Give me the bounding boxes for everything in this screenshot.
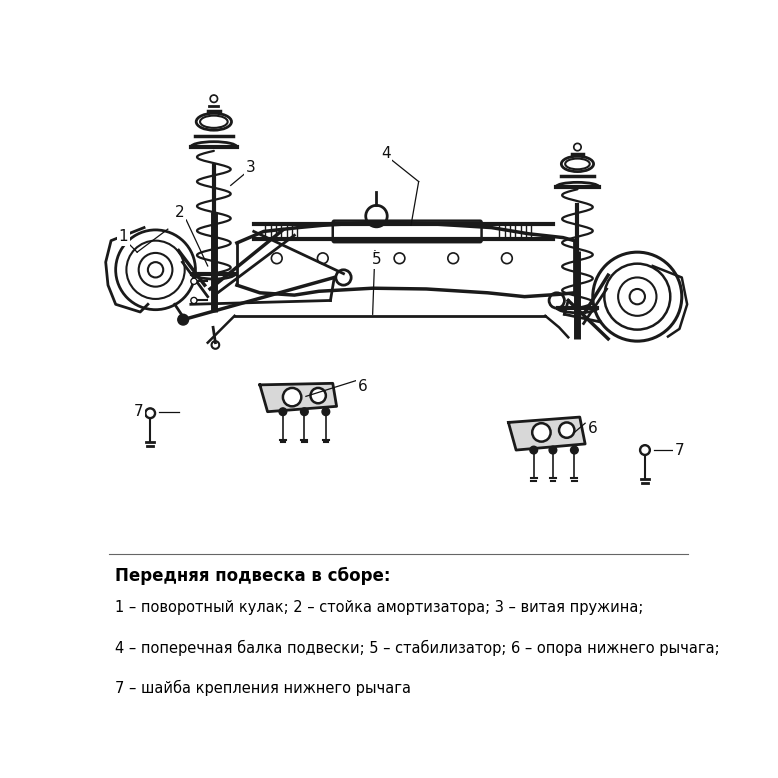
Text: 6: 6 [358, 379, 367, 394]
Circle shape [147, 410, 153, 416]
Text: 3: 3 [246, 160, 255, 175]
Text: 2: 2 [175, 205, 185, 219]
Polygon shape [260, 384, 337, 412]
Text: 7 – шайба крепления нижнего рычага: 7 – шайба крепления нижнего рычага [115, 680, 412, 696]
Circle shape [300, 408, 308, 415]
Circle shape [212, 96, 216, 101]
Circle shape [310, 388, 326, 403]
Circle shape [191, 279, 197, 285]
Circle shape [573, 143, 581, 151]
Circle shape [210, 95, 218, 103]
Text: 7: 7 [134, 405, 143, 419]
Circle shape [279, 408, 287, 415]
Circle shape [642, 447, 648, 453]
Circle shape [532, 423, 551, 442]
Circle shape [178, 314, 188, 325]
Circle shape [191, 297, 197, 303]
Circle shape [322, 408, 330, 415]
Text: 1 – поворотный кулак; 2 – стойка амортизатора; 3 – витая пружина;: 1 – поворотный кулак; 2 – стойка амортиз… [115, 600, 643, 615]
Circle shape [576, 145, 580, 149]
Text: 6: 6 [588, 421, 598, 436]
Circle shape [283, 388, 301, 406]
Circle shape [549, 447, 557, 454]
Circle shape [559, 422, 574, 438]
Text: Передняя подвеска в сборе:: Передняя подвеска в сборе: [115, 567, 391, 585]
Text: 4: 4 [381, 146, 391, 162]
Polygon shape [508, 417, 585, 450]
Circle shape [640, 445, 650, 455]
Text: 4 – поперечная балка подвески; 5 – стабилизатор; 6 – опора нижнего рычага;: 4 – поперечная балка подвески; 5 – стаби… [115, 640, 720, 656]
Text: 7: 7 [675, 443, 685, 457]
Circle shape [192, 299, 195, 302]
Circle shape [530, 447, 538, 454]
Circle shape [570, 447, 578, 454]
Text: 1: 1 [118, 230, 128, 244]
Circle shape [192, 279, 195, 283]
Text: 5: 5 [372, 252, 381, 268]
Circle shape [145, 408, 156, 419]
